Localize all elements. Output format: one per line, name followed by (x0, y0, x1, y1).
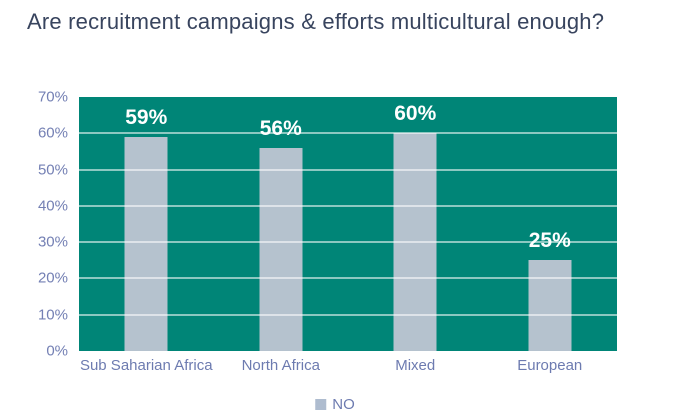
y-tick-label: 70% (37, 88, 68, 106)
bar-slot: 25% (483, 97, 618, 351)
category-label: Mixed (395, 357, 436, 374)
value-label: 59% (125, 105, 168, 129)
value-label: 60% (394, 102, 437, 126)
y-axis: 0% 10% 20% 30% 40% 50% 60% 70% (0, 89, 72, 360)
y-tick-label: 40% (37, 197, 68, 215)
y-tick-label: 20% (37, 269, 68, 287)
bar (259, 147, 303, 351)
gridline (79, 204, 617, 207)
plot-area: 59% 56% 60% 25% (79, 97, 617, 351)
value-label: 25% (528, 229, 571, 253)
gridline (79, 132, 617, 135)
category-label: Sub Saharian Africa (79, 357, 213, 374)
x-axis: Sub Saharian Africa North Africa Mixed Euro… (79, 357, 617, 374)
legend: NO (315, 396, 355, 413)
y-tick-label: 10% (37, 306, 68, 324)
y-tick-label: 50% (37, 161, 68, 179)
legend-swatch-icon (315, 399, 327, 410)
legend-label: NO (332, 396, 355, 413)
gridline (79, 277, 617, 280)
gridline (79, 313, 617, 316)
category-label: European (517, 357, 583, 374)
y-tick-label: 30% (37, 233, 68, 251)
bar-slot: 56% (214, 97, 349, 351)
value-label: 56% (259, 116, 302, 140)
gridline (79, 241, 617, 244)
page-title: Are recruitment campaigns & efforts mult… (27, 9, 605, 34)
category-label: North Africa (241, 357, 320, 374)
bar (528, 260, 572, 351)
y-tick-label: 60% (37, 124, 68, 142)
y-tick-label: 0% (46, 342, 68, 360)
gridline (79, 168, 617, 171)
